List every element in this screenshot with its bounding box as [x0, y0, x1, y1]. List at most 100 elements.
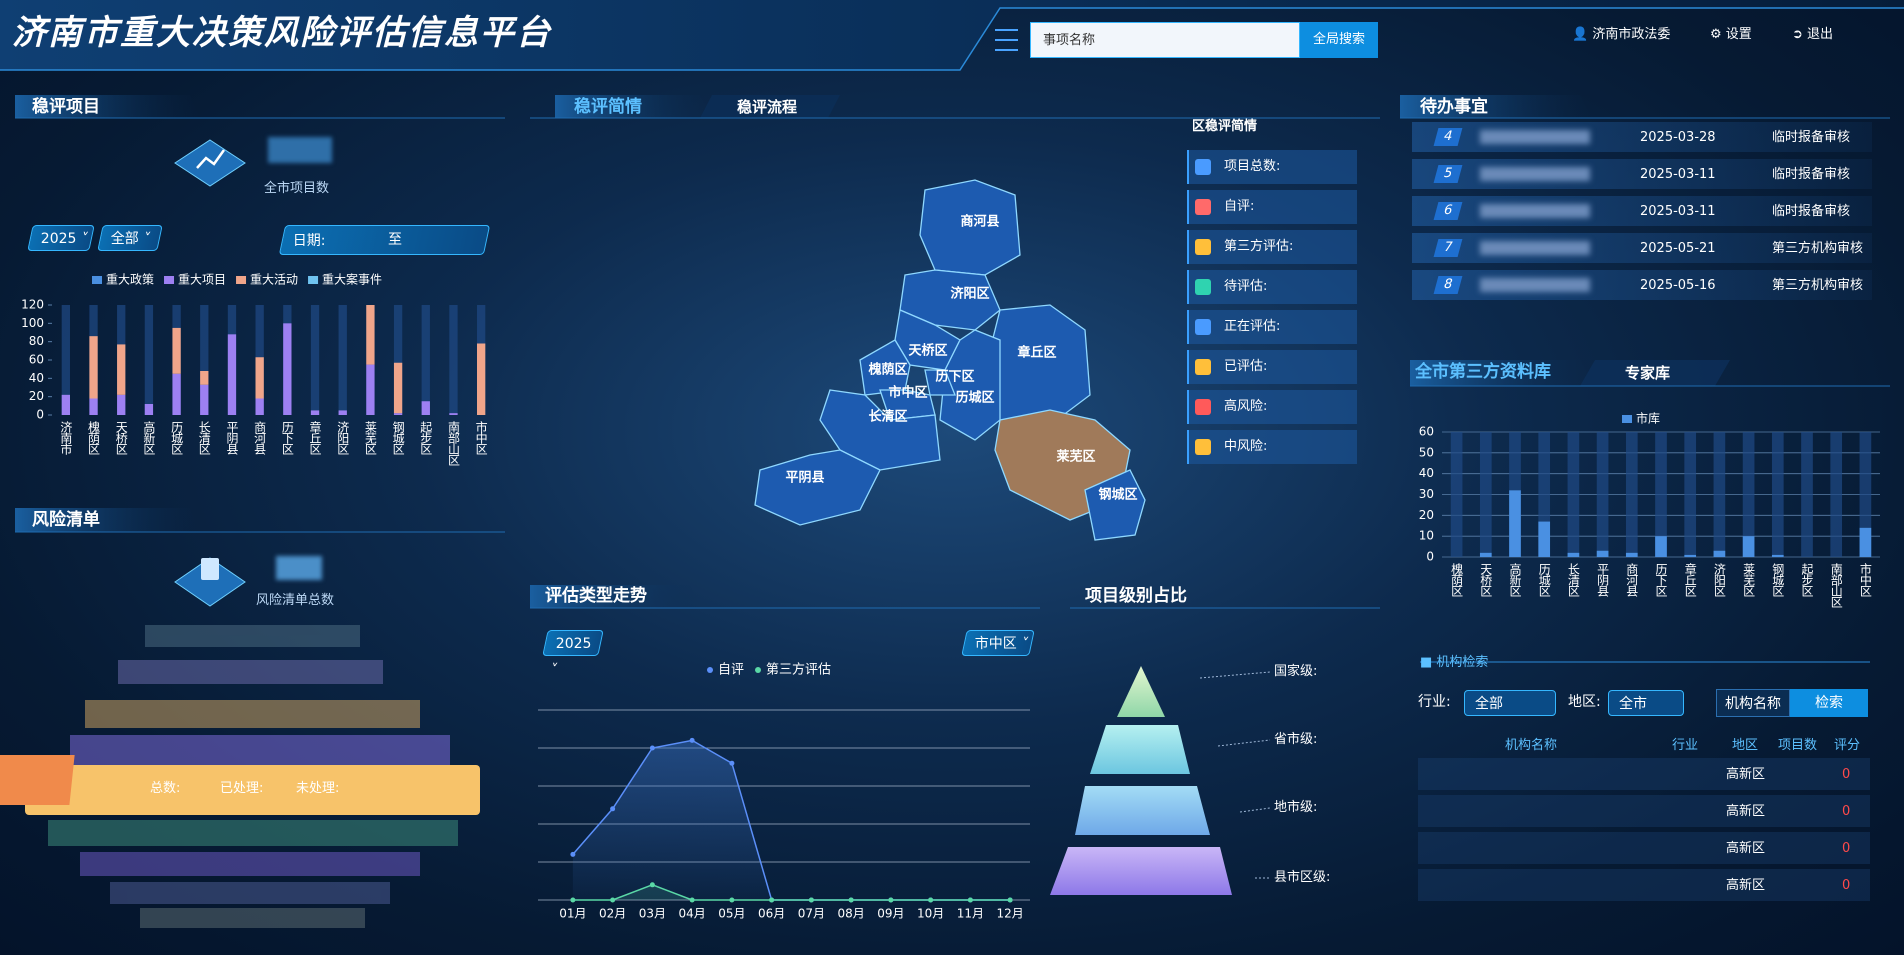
- summary-item: [1187, 230, 1357, 264]
- x-tick-label: 济南市: [59, 420, 73, 455]
- table-region: 高新区: [1726, 841, 1766, 856]
- trend-year-select[interactable]: 2025 ˅: [542, 630, 604, 678]
- global-search-button[interactable]: 全局搜索: [1300, 22, 1378, 58]
- table-score: 0: [1842, 767, 1851, 782]
- settings-text: 设置: [1725, 27, 1752, 42]
- table-row[interactable]: [1418, 795, 1870, 827]
- date-range[interactable]: 日期:: [278, 225, 491, 255]
- legend-swatch: [755, 667, 762, 673]
- x-tick-label: 历城区: [1537, 563, 1551, 597]
- x-tick-label: 商河县: [1625, 562, 1639, 597]
- project-icon: [174, 139, 246, 187]
- line-area: [572, 740, 1011, 900]
- bar-track: [1742, 432, 1755, 557]
- legend-label: 自评: [718, 663, 744, 678]
- tab-active[interactable]: 全市第三方资料库: [1415, 362, 1551, 382]
- bar: [1567, 552, 1580, 557]
- name-input[interactable]: 机构名称: [1716, 689, 1790, 717]
- search-button[interactable]: 检索: [1790, 689, 1868, 717]
- region-select[interactable]: 全市: [1608, 690, 1684, 716]
- scope-select-text: 全部: [110, 231, 139, 247]
- scope-select[interactable]: 全部 ˅: [97, 225, 163, 251]
- risk-total-blur: [276, 556, 322, 580]
- todo-date: 2025-03-11: [1640, 167, 1716, 182]
- summary-icon: [1195, 359, 1211, 375]
- todo-no: 7: [1433, 239, 1463, 257]
- trend-district-select[interactable]: 市中区 ˅: [961, 630, 1035, 656]
- bar: [200, 384, 209, 415]
- tab[interactable]: 专家库: [1625, 364, 1671, 382]
- x-tick-label: 05月: [718, 907, 745, 921]
- summary-icon: [1195, 159, 1211, 175]
- bar: [1479, 552, 1492, 557]
- section-title: 待办事宜: [1420, 97, 1488, 117]
- point: [689, 897, 695, 903]
- x-tick-label: 天桥区: [1479, 563, 1493, 597]
- bar: [1771, 554, 1784, 557]
- x-tick-label: 起步区: [1800, 563, 1814, 597]
- table-score: 0: [1842, 841, 1851, 856]
- settings-link[interactable]: ⚙ 设置: [1710, 27, 1752, 42]
- x-tick-label: 济阳区: [1712, 562, 1726, 597]
- menu-icon[interactable]: [995, 29, 1018, 51]
- todo-name-blur: [1480, 204, 1590, 218]
- tab-active[interactable]: 稳评简情: [574, 97, 642, 117]
- table-region: 高新区: [1726, 767, 1766, 782]
- risk-card-highlight[interactable]: [25, 765, 480, 815]
- todo-type: 临时报备审核: [1772, 167, 1851, 182]
- search-input[interactable]: 事项名称: [1030, 22, 1300, 58]
- bar: [1625, 552, 1638, 557]
- point: [888, 897, 894, 903]
- level-label: 国家级:: [1274, 664, 1318, 679]
- bar-track: [1655, 432, 1667, 557]
- legend-label: 重大案事件: [322, 272, 382, 287]
- table-header: 地区: [1732, 738, 1759, 753]
- legend-swatch: [1622, 415, 1632, 423]
- table-score: 0: [1842, 804, 1851, 819]
- bar: [255, 357, 264, 399]
- table-row[interactable]: [1418, 758, 1870, 790]
- table-row[interactable]: [1418, 832, 1870, 864]
- section-title: 项目级别占比: [1085, 586, 1187, 606]
- section-title: 稳评项目: [32, 97, 100, 117]
- x-tick-label: 12月: [996, 907, 1023, 921]
- y-tick-label: 100: [21, 316, 44, 330]
- bar: [89, 336, 98, 399]
- table-row[interactable]: [1418, 869, 1870, 901]
- y-tick-label: 0: [1426, 550, 1434, 564]
- level-pyramid: [1050, 666, 1271, 895]
- card-total: 总数:: [150, 781, 181, 796]
- x-tick-label: 长清区: [197, 421, 211, 455]
- x-tick-label: 南部山区: [446, 420, 460, 466]
- bar: [172, 373, 181, 415]
- x-tick-label: 历下区: [1654, 563, 1668, 597]
- industry-select[interactable]: 全部: [1464, 690, 1556, 716]
- search-title-text: 机构检索: [1436, 655, 1489, 670]
- tab[interactable]: 稳评流程: [737, 98, 798, 116]
- header-edge: [0, 7, 1904, 71]
- summary-icon: [1195, 399, 1211, 415]
- date-label: 日期:: [292, 233, 326, 249]
- logout-link[interactable]: ➲ 退出: [1792, 27, 1834, 42]
- level-label: 县市区级:: [1274, 870, 1331, 885]
- legend-swatch: [164, 276, 175, 284]
- total-label: 全市项目数: [264, 181, 330, 196]
- page-title: 济南市重大决策风险评估信息平台: [12, 13, 552, 53]
- x-tick-label: 11月: [957, 907, 984, 921]
- bar-track: [310, 305, 320, 415]
- summary-icon: [1195, 319, 1211, 335]
- point: [1007, 897, 1013, 903]
- map-label: 商河县: [960, 214, 999, 230]
- y-tick-label: 60: [1419, 425, 1434, 439]
- summary-icon: [1195, 199, 1211, 215]
- region-label: 地区:: [1568, 694, 1601, 710]
- industry-text: 全部: [1475, 696, 1503, 712]
- legend-label: 市库: [1636, 411, 1660, 426]
- bar: [393, 413, 403, 415]
- summary-label: 自评:: [1224, 199, 1255, 214]
- year-select[interactable]: 2025 ˅: [27, 225, 95, 251]
- point: [649, 882, 655, 888]
- legend-swatch: [308, 276, 319, 284]
- user-name[interactable]: 👤 济南市政法委: [1572, 27, 1671, 42]
- district-map: [754, 179, 1146, 541]
